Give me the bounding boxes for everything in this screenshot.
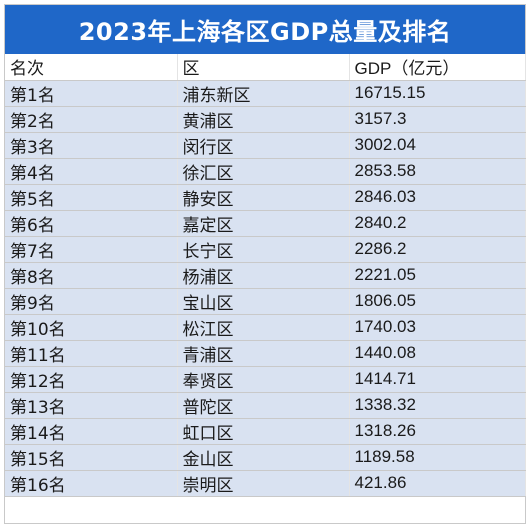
header-row: 名次 区 GDP（亿元） bbox=[5, 54, 526, 81]
gdp-ranking-sheet: 2023年上海各区GDP总量及排名 名次 区 GDP（亿元） 第1名 浦东新区 16… bbox=[4, 4, 526, 524]
gdp-cell: 1414.71 bbox=[349, 366, 526, 393]
header-rank: 名次 bbox=[5, 54, 178, 81]
gdp-cell: 2286.2 bbox=[349, 236, 526, 263]
table-row: 第12名 奉贤区 1414.71 bbox=[5, 366, 526, 393]
gdp-table: 名次 区 GDP（亿元） 第1名 浦东新区 16715.15 第2名 黄浦区 3157.3… bbox=[5, 54, 526, 497]
district-cell: 崇明区 bbox=[177, 470, 350, 497]
table-body: 名次 区 GDP（亿元） 第1名 浦东新区 16715.15 第2名 黄浦区 3157.3… bbox=[5, 54, 526, 497]
rank-cell: 第10名 bbox=[5, 314, 178, 341]
table-title: 2023年上海各区GDP总量及排名 bbox=[5, 5, 525, 54]
district-cell: 奉贤区 bbox=[177, 366, 350, 393]
rank-cell: 第2名 bbox=[5, 106, 178, 133]
table-row: 第14名 虹口区 1318.26 bbox=[5, 418, 526, 445]
gdp-cell: 3002.04 bbox=[349, 132, 526, 159]
district-cell: 浦东新区 bbox=[177, 80, 350, 107]
gdp-cell: 1318.26 bbox=[349, 418, 526, 445]
rank-cell: 第14名 bbox=[5, 418, 178, 445]
table-row: 第1名 浦东新区 16715.15 bbox=[5, 80, 526, 107]
gdp-cell: 1189.58 bbox=[349, 444, 526, 471]
rank-cell: 第13名 bbox=[5, 392, 178, 419]
table-row: 第11名 青浦区 1440.08 bbox=[5, 340, 526, 367]
district-cell: 静安区 bbox=[177, 184, 350, 211]
table-row: 第4名 徐汇区 2853.58 bbox=[5, 158, 526, 185]
gdp-cell: 1440.08 bbox=[349, 340, 526, 367]
table-row: 第16名 崇明区 421.86 bbox=[5, 470, 526, 497]
table-row: 第6名 嘉定区 2840.2 bbox=[5, 210, 526, 237]
rank-cell: 第1名 bbox=[5, 80, 178, 107]
gdp-cell: 16715.15 bbox=[349, 80, 526, 107]
district-cell: 宝山区 bbox=[177, 288, 350, 315]
table-row: 第13名 普陀区 1338.32 bbox=[5, 392, 526, 419]
rank-cell: 第12名 bbox=[5, 366, 178, 393]
district-cell: 金山区 bbox=[177, 444, 350, 471]
table-row: 第3名 闵行区 3002.04 bbox=[5, 132, 526, 159]
rank-cell: 第6名 bbox=[5, 210, 178, 237]
table-row: 第8名 杨浦区 2221.05 bbox=[5, 262, 526, 289]
table-row: 第2名 黄浦区 3157.3 bbox=[5, 106, 526, 133]
rank-cell: 第11名 bbox=[5, 340, 178, 367]
gdp-cell: 1740.03 bbox=[349, 314, 526, 341]
rank-cell: 第5名 bbox=[5, 184, 178, 211]
gdp-cell: 2846.03 bbox=[349, 184, 526, 211]
district-cell: 闵行区 bbox=[177, 132, 350, 159]
rank-cell: 第8名 bbox=[5, 262, 178, 289]
header-district: 区 bbox=[177, 54, 350, 81]
district-cell: 黄浦区 bbox=[177, 106, 350, 133]
table-row: 第7名 长宁区 2286.2 bbox=[5, 236, 526, 263]
rank-cell: 第9名 bbox=[5, 288, 178, 315]
gdp-cell: 2840.2 bbox=[349, 210, 526, 237]
district-cell: 松江区 bbox=[177, 314, 350, 341]
district-cell: 青浦区 bbox=[177, 340, 350, 367]
district-cell: 杨浦区 bbox=[177, 262, 350, 289]
gdp-cell: 1806.05 bbox=[349, 288, 526, 315]
district-cell: 徐汇区 bbox=[177, 158, 350, 185]
rank-cell: 第16名 bbox=[5, 470, 178, 497]
gdp-cell: 2221.05 bbox=[349, 262, 526, 289]
rank-cell: 第3名 bbox=[5, 132, 178, 159]
gdp-cell: 3157.3 bbox=[349, 106, 526, 133]
district-cell: 长宁区 bbox=[177, 236, 350, 263]
district-cell: 虹口区 bbox=[177, 418, 350, 445]
gdp-cell: 2853.58 bbox=[349, 158, 526, 185]
table-row: 第9名 宝山区 1806.05 bbox=[5, 288, 526, 315]
header-gdp: GDP（亿元） bbox=[349, 54, 526, 81]
rank-cell: 第15名 bbox=[5, 444, 178, 471]
table-row: 第5名 静安区 2846.03 bbox=[5, 184, 526, 211]
rank-cell: 第4名 bbox=[5, 158, 178, 185]
district-cell: 普陀区 bbox=[177, 392, 350, 419]
table-row: 第15名 金山区 1189.58 bbox=[5, 444, 526, 471]
gdp-cell: 1338.32 bbox=[349, 392, 526, 419]
gdp-cell: 421.86 bbox=[349, 470, 526, 497]
table-row: 第10名 松江区 1740.03 bbox=[5, 314, 526, 341]
rank-cell: 第7名 bbox=[5, 236, 178, 263]
district-cell: 嘉定区 bbox=[177, 210, 350, 237]
